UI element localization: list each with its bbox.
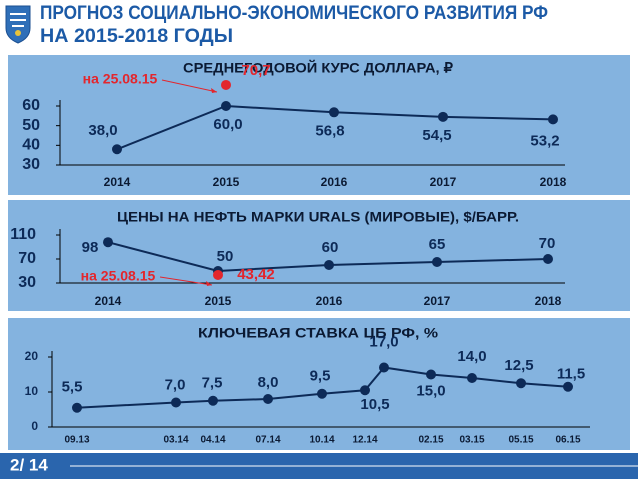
y-tick-label: 30 (18, 274, 36, 291)
point (72, 402, 82, 413)
value-label: 5,5 (62, 379, 83, 396)
y-tick-label: 70 (18, 250, 36, 267)
value-label: 10,5 (360, 396, 389, 413)
value-label: 70,7 (241, 62, 270, 79)
value-label: 53,2 (530, 132, 559, 149)
value-label: 38,0 (88, 122, 117, 139)
value-label: 12,5 (504, 357, 533, 374)
header-title: НА 2015-2018 ГОДЫ (40, 26, 233, 47)
value-label: 50 (217, 248, 234, 265)
y-tick-label: 60 (22, 97, 40, 114)
value-label: 60,0 (213, 116, 242, 133)
point (112, 144, 122, 155)
value-label: 56,8 (315, 122, 344, 139)
logo (5, 5, 31, 44)
point (221, 79, 231, 90)
x-tick-label: 02.15 (418, 435, 443, 446)
chart-title: ЦЕНЫ НА НЕФТЬ МАРКИ URALS (МИРОВЫЕ), $/Б… (117, 209, 519, 225)
value-label: 8,0 (258, 374, 279, 391)
point (213, 269, 223, 280)
chart-title: КЛЮЧЕВАЯ СТАВКА ЦБ РФ, % (198, 325, 439, 341)
x-tick-label: 09.13 (64, 435, 89, 446)
annotation-arrow (159, 276, 213, 286)
x-tick-label: 04.14 (200, 435, 225, 446)
annotation: на 25.08.15 (83, 71, 158, 87)
y-tick-label: 20 (25, 349, 39, 363)
arrow-head (206, 281, 212, 286)
value-label: 7,0 (165, 376, 186, 393)
point (171, 397, 181, 408)
y-tick-label: 0 (31, 419, 38, 433)
x-tick-label: 2014 (95, 294, 122, 308)
arrow-head (211, 88, 217, 93)
x-tick-label: 03.14 (163, 435, 188, 446)
y-tick-label: 50 (22, 117, 40, 134)
x-tick-label: 12.14 (352, 435, 377, 446)
y-tick-label: 30 (22, 156, 40, 173)
point (563, 381, 573, 392)
value-label: 11,5 (557, 366, 585, 383)
point (548, 114, 558, 125)
value-label: 14,0 (457, 348, 486, 365)
y-tick-label: 40 (22, 137, 40, 154)
point (432, 257, 442, 267)
point (426, 369, 436, 380)
point (263, 394, 273, 404)
value-label: 98 (82, 239, 99, 256)
value-label: 15,0 (416, 382, 445, 399)
point (516, 378, 526, 389)
point (379, 362, 389, 373)
x-tick-label: 2015 (213, 175, 240, 189)
value-label: 9,5 (310, 368, 331, 385)
chart-title: СРЕДНЕГОДОВОЙ КУРС ДОЛЛАРА, ₽ (183, 59, 453, 76)
x-tick-label: 2015 (205, 294, 232, 308)
annotation: на 25.08.15 (81, 268, 156, 284)
y-tick-label: 10 (25, 384, 39, 398)
point (221, 101, 231, 111)
point (329, 107, 339, 118)
x-tick-label: 2017 (430, 175, 457, 189)
value-label: 7,5 (202, 375, 223, 392)
value-label: 70 (539, 235, 556, 252)
x-tick-label: 07.14 (255, 435, 280, 446)
x-tick-label: 2016 (316, 294, 343, 308)
x-tick-label: 10.14 (309, 435, 334, 446)
point (467, 373, 477, 383)
x-tick-label: 2018 (540, 175, 567, 189)
point (438, 111, 448, 122)
point (360, 385, 370, 396)
y-tick-label: 110 (10, 226, 36, 243)
point (103, 237, 113, 248)
point (324, 260, 334, 270)
x-tick-label: 06.15 (555, 435, 580, 446)
value-label: 43,42 (237, 266, 275, 283)
x-tick-label: 05.15 (508, 435, 533, 446)
x-tick-label: 2014 (104, 175, 131, 189)
point (317, 388, 327, 399)
value-label: 17,0 (369, 333, 398, 350)
value-label: 60 (322, 239, 339, 256)
header-title: ПРОГНОЗ СОЦИАЛЬНО-ЭКОНОМИЧЕСКОГО РАЗВИТИ… (40, 3, 548, 24)
x-tick-label: 2018 (535, 294, 562, 308)
point (208, 395, 218, 406)
annotation-arrow (161, 79, 218, 93)
page-number: 2/ 14 (10, 455, 48, 474)
x-tick-label: 2016 (321, 175, 348, 189)
x-tick-label: 03.15 (459, 435, 484, 446)
x-tick-label: 2017 (424, 294, 451, 308)
point (543, 254, 553, 264)
panel (8, 55, 630, 195)
value-label: 65 (429, 236, 446, 253)
panel (8, 200, 630, 311)
value-label: 54,5 (422, 127, 451, 144)
